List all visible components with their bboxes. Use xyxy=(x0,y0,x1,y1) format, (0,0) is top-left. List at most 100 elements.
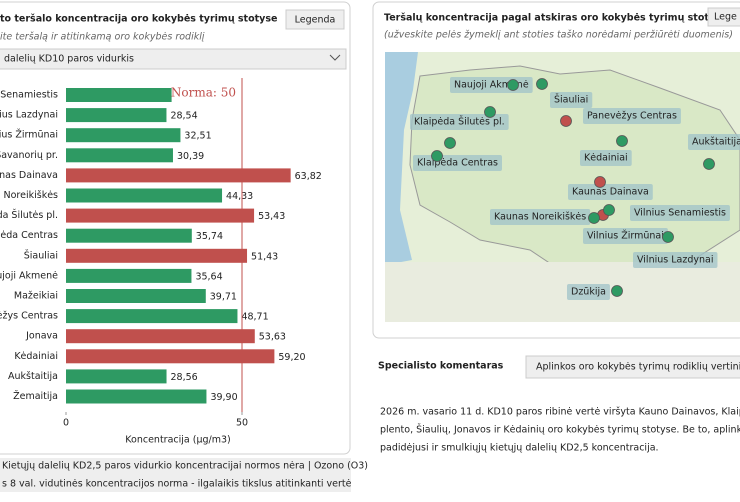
chevron[interactable] xyxy=(329,54,341,61)
norm-label: Norma: 50 xyxy=(171,86,236,100)
south-land xyxy=(385,262,740,322)
value-label: 39,71 xyxy=(210,292,237,303)
station-label-bg xyxy=(568,184,653,200)
category-label: Šiauliai xyxy=(24,249,58,261)
comment-line: padidėjusi ir smulkiųjų kietųjų dalelių … xyxy=(380,443,659,454)
bar xyxy=(66,168,291,183)
value-label: 51,43 xyxy=(251,251,278,262)
station-label-bg xyxy=(633,252,718,268)
value-label: 53,43 xyxy=(258,211,285,222)
bar xyxy=(66,369,167,384)
value-label: 48,71 xyxy=(241,312,268,323)
station-label: Kaunas Noreikiškės xyxy=(494,212,586,223)
station-label-bg xyxy=(490,209,591,225)
bar xyxy=(66,349,275,364)
comment-line: plento, Šiaulių, Jonavos ir Kėdainių oro… xyxy=(380,424,740,436)
category-label: ilnius Lazdynai xyxy=(0,110,58,121)
category-label: aujoji Akmenė xyxy=(0,270,58,281)
category-label: Žemaitija xyxy=(13,390,58,402)
station-label: Vilnius Senamiestis xyxy=(634,208,726,219)
station-marker[interactable] xyxy=(484,106,496,118)
station-label-bg xyxy=(410,114,509,130)
bar xyxy=(66,329,255,344)
note: Kietųjų dalelių KD2,5 paros vidurkio kon… xyxy=(2,461,368,472)
comment-line: 2026 m. vasario 11 d. KD10 paros ribinė … xyxy=(380,406,740,418)
category-label: os Senamiestis xyxy=(0,90,58,101)
station-label: Klaipėda Šilutės pl. xyxy=(414,116,505,128)
station-label: Kėdainiai xyxy=(584,153,628,164)
station-label: Klaipėda Centras xyxy=(417,158,498,169)
bar xyxy=(66,268,192,283)
bar xyxy=(66,309,238,324)
value-label: 28,56 xyxy=(171,372,198,383)
map-legend-button[interactable] xyxy=(707,7,740,27)
bar xyxy=(66,128,181,143)
station-marker[interactable] xyxy=(588,212,600,224)
bar xyxy=(66,248,248,263)
chart-subtitle: ite teršalą ir atitinkamą oro kokybės ro… xyxy=(0,32,205,43)
x-tick-label: 50 xyxy=(236,418,248,429)
assessment-button[interactable] xyxy=(525,355,740,379)
selector-text[interactable]: dalelių KD10 paros vidurkis xyxy=(4,54,134,65)
station-marker[interactable] xyxy=(616,135,628,147)
station-marker[interactable] xyxy=(536,78,548,90)
category-label: pėda Centras xyxy=(0,230,58,241)
x-axis-label: Koncentracija (µg/m3) xyxy=(125,435,230,446)
bar xyxy=(66,148,173,163)
station-marker[interactable] xyxy=(703,158,715,170)
category-label: aunas Dainava xyxy=(0,170,58,181)
note: s 8 val. vidutinės koncentracijos norma … xyxy=(2,479,352,490)
station-marker[interactable] xyxy=(611,285,623,297)
sea xyxy=(385,52,418,265)
station-label-bg xyxy=(688,134,740,150)
station-label-bg xyxy=(630,205,730,221)
map-legend-button-text[interactable]: Lege xyxy=(714,12,737,23)
bar xyxy=(66,228,192,243)
bar xyxy=(66,108,167,123)
station-label-bg xyxy=(580,150,632,166)
category-label: ėda Šilutės pl. xyxy=(0,209,58,221)
value-label: 59,20 xyxy=(278,352,305,363)
station-label-bg xyxy=(567,284,610,300)
category-label: Mažeikiai xyxy=(14,291,58,302)
legend-button-text[interactable]: Legenda xyxy=(295,15,336,26)
station-label: Dzūkija xyxy=(571,287,606,298)
value-label: 39,90 xyxy=(210,392,237,403)
category-label: Jonava xyxy=(25,331,58,342)
value-label: 35,64 xyxy=(195,271,222,282)
station-label-bg xyxy=(583,108,681,124)
station-marker[interactable] xyxy=(662,231,674,243)
station-marker[interactable] xyxy=(431,150,443,162)
assessment-button-text[interactable]: Aplinkos oro kokybės tyrimų rodiklių ver… xyxy=(536,362,740,373)
station-marker[interactable] xyxy=(560,115,572,127)
bar xyxy=(66,188,223,203)
selector[interactable] xyxy=(0,48,347,70)
x-tick-label: 0 xyxy=(63,418,69,429)
bar xyxy=(66,289,206,303)
bar xyxy=(66,208,255,223)
legend-button[interactable] xyxy=(285,9,345,30)
station-marker[interactable] xyxy=(507,79,519,91)
category-label: Kėdainiai xyxy=(14,351,58,362)
category-label: as Noreikiškės xyxy=(0,190,58,201)
category-label: Savanorių pr. xyxy=(0,150,58,161)
station-marker[interactable] xyxy=(594,176,606,188)
station-label: Panevėžys Centras xyxy=(587,111,677,122)
station-marker[interactable] xyxy=(603,204,615,216)
value-label: 44,33 xyxy=(226,191,253,202)
notes-box xyxy=(0,458,351,492)
station-label: Šiauliai xyxy=(554,94,588,106)
bar xyxy=(66,389,207,404)
category-label: vėžys Centras xyxy=(0,311,58,322)
station-marker[interactable] xyxy=(444,137,456,149)
value-label: 28,54 xyxy=(170,111,197,122)
map-subtitle: (užveskite pelės žymeklį ant stoties taš… xyxy=(384,30,733,41)
station-label: Vilnius Žirmūnai xyxy=(587,230,664,242)
chart-card xyxy=(0,1,351,455)
category-label: nius Žirmūnai xyxy=(0,129,58,141)
comment-title: Specialisto komentaras xyxy=(378,361,504,372)
chart-title: to teršalo koncentracija oro kokybės tyr… xyxy=(0,14,277,25)
value-label: 32,51 xyxy=(184,131,211,142)
